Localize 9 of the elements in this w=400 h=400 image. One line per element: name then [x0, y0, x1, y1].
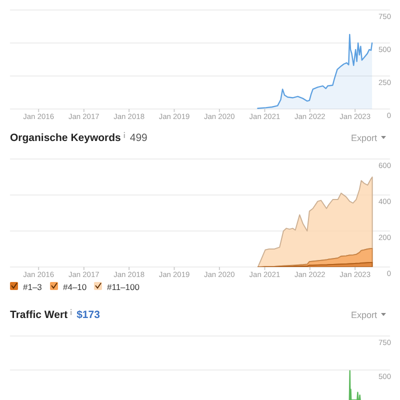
- chart-title: Organische Keywords: [10, 132, 122, 144]
- legend-label: #4–10: [63, 282, 87, 292]
- legend-label: #11–100: [107, 282, 140, 292]
- legend-label: #1–3: [23, 282, 42, 292]
- chart-subtitle: 499: [130, 132, 148, 144]
- text: Export: [350, 310, 378, 320]
- text: Export: [350, 133, 378, 143]
- chart-title: Traffic Wert: [10, 309, 68, 321]
- chart-subtitle: $173: [76, 309, 100, 321]
